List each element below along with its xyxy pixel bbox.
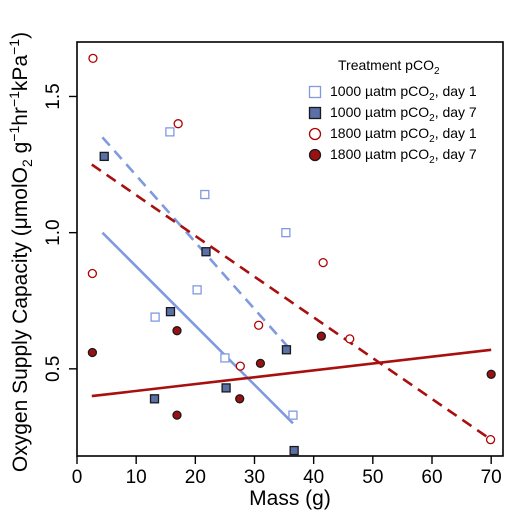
- data-point: [220, 353, 230, 363]
- x-axis-label: Mass (g): [249, 487, 331, 510]
- data-point: [165, 306, 176, 317]
- data-point: [289, 445, 299, 456]
- data-point: [99, 151, 109, 162]
- data-point: [288, 410, 298, 420]
- data-point: [308, 148, 322, 162]
- fit-lines: [91, 136, 492, 441]
- x-tick-label: 40: [303, 467, 324, 488]
- x-tick-label: 0: [72, 467, 83, 488]
- x-tick-label: 70: [481, 467, 502, 488]
- data-point: [316, 331, 327, 341]
- x-tick-label: 10: [126, 467, 147, 488]
- data-point: [485, 435, 496, 445]
- y-tick-label: 1.5: [43, 83, 64, 109]
- data-point: [88, 53, 98, 63]
- data-point: [486, 369, 496, 379]
- y-tick-label: 0.5: [43, 356, 64, 382]
- x-tick-label: 20: [185, 467, 206, 488]
- data-point: [150, 312, 160, 322]
- data-point: [87, 268, 98, 279]
- data-point: [235, 361, 245, 371]
- data-point: [201, 247, 211, 257]
- legend-entry: 1000 µatm pCO2, day 1: [330, 83, 477, 103]
- legend-entry: 1000 µatm pCO2, day 7: [330, 104, 477, 124]
- x-tick-label: 50: [362, 467, 383, 488]
- data-point: [345, 334, 355, 344]
- data-point: [308, 106, 322, 120]
- data-points: [87, 53, 496, 456]
- data-point: [173, 119, 183, 129]
- y-axis-label: Oxygen Supply Capacity (μmolO2 g−1hr−1kP…: [6, 32, 35, 472]
- data-point: [235, 394, 245, 404]
- data-point: [149, 394, 160, 404]
- x-tick-label: 60: [421, 467, 442, 488]
- data-point: [255, 358, 266, 369]
- legend: Treatment pCO2 1000 µatm pCO2, day 11000 …: [308, 57, 477, 166]
- data-point: [192, 285, 202, 295]
- data-point: [308, 127, 322, 141]
- legend-entry: 1800 µatm pCO2, day 1: [330, 125, 477, 145]
- data-point: [281, 228, 291, 238]
- data-point: [318, 257, 328, 268]
- data-point: [308, 85, 322, 99]
- legend-entry: 1800 µatm pCO2, day 7: [330, 146, 477, 166]
- fit-line: [101, 231, 294, 425]
- x-tick-label: 30: [244, 467, 265, 488]
- data-point: [200, 189, 210, 200]
- data-point: [281, 345, 292, 355]
- data-point: [165, 127, 175, 137]
- data-point: [87, 347, 98, 358]
- legend-title: Treatment pCO2: [338, 57, 440, 77]
- fit-line: [91, 348, 492, 398]
- data-point: [253, 320, 264, 330]
- fit-line: [101, 136, 294, 354]
- y-tick-label: 1.0: [43, 219, 64, 245]
- plot-frame: [76, 41, 504, 457]
- fit-line: [91, 163, 492, 441]
- data-point: [221, 383, 231, 393]
- axes: 0 10 20 30 40 50 60 70 0.5 1.0 1.5 Mass (g) Oxygen S…: [6, 32, 502, 510]
- data-point: [172, 326, 182, 336]
- data-point: [172, 410, 182, 420]
